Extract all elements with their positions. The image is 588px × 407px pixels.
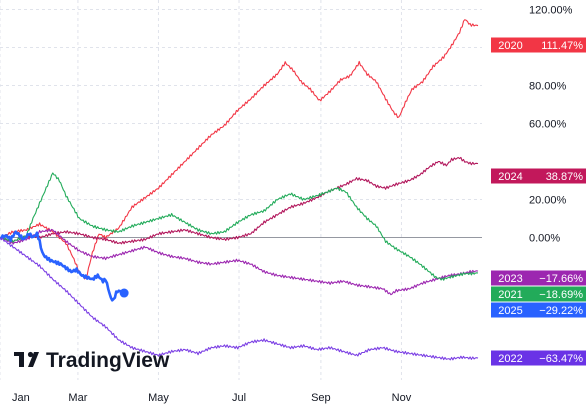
x-axis-labels: Jan Mar May Jul Sep Nov bbox=[12, 392, 412, 404]
y-tick-label: 60.00% bbox=[529, 119, 567, 131]
y-tick-label: 120.00% bbox=[529, 5, 573, 17]
series-value-tags: 2020 111.47% 2024 38.87% 2023 −17.66% 2021 −18.… bbox=[491, 37, 586, 366]
series-tag-2021: 2021 −18.69% bbox=[491, 286, 586, 302]
tag-value-label: −63.47% bbox=[539, 353, 583, 365]
series-tag-2022: 2022 −63.47% bbox=[491, 350, 586, 366]
series-tag-2025: 2025 −29.22% bbox=[491, 302, 586, 318]
series-lines bbox=[0, 19, 479, 361]
tag-year-label: 2020 bbox=[498, 40, 522, 52]
tag-value-bg bbox=[530, 168, 586, 184]
tag-value-bg bbox=[530, 302, 586, 318]
series-line-2021 bbox=[0, 172, 479, 281]
series-line-2022 bbox=[0, 237, 479, 361]
series-tag-2024: 2024 38.87% bbox=[491, 168, 586, 184]
tag-value-bg bbox=[530, 350, 586, 366]
tag-year-label: 2021 bbox=[498, 289, 522, 301]
brand-name: TradingView bbox=[46, 349, 170, 372]
tag-year-bg bbox=[491, 168, 530, 184]
y-axis-labels: 120.00%100.00%80.00%60.00%20.00%0.00% bbox=[529, 5, 573, 245]
tag-value-label: −18.69% bbox=[539, 289, 583, 301]
y-tick-label: 0.00% bbox=[529, 233, 560, 245]
series-tag-2020: 2020 111.47% bbox=[491, 37, 586, 53]
tag-value-label: −29.22% bbox=[539, 305, 583, 317]
tag-value-bg bbox=[530, 286, 586, 302]
x-tick-label: May bbox=[148, 392, 169, 404]
tag-year-bg bbox=[491, 302, 530, 318]
x-tick-label: Sep bbox=[311, 392, 331, 404]
series-line-2025 bbox=[0, 230, 126, 302]
tag-year-bg bbox=[491, 270, 530, 286]
series-line-2023 bbox=[0, 228, 479, 296]
tag-value-bg bbox=[530, 37, 586, 53]
x-tick-label: Jan bbox=[12, 392, 30, 404]
tag-year-label: 2024 bbox=[498, 171, 522, 183]
tag-value-label: 111.47% bbox=[541, 40, 583, 52]
series-endpoint-2025 bbox=[119, 288, 129, 298]
tag-year-bg bbox=[491, 350, 530, 366]
x-tick-label: Mar bbox=[68, 392, 87, 404]
series-line-2024 bbox=[0, 156, 479, 245]
tag-value-label: −17.66% bbox=[539, 273, 583, 285]
tag-year-label: 2023 bbox=[498, 273, 522, 285]
tradingview-logo[interactable]: TradingView bbox=[14, 349, 170, 372]
x-tick-label: Jul bbox=[232, 392, 246, 404]
grid-lines bbox=[0, 0, 482, 380]
tag-value-label: 38.87% bbox=[546, 171, 584, 183]
tag-year-bg bbox=[491, 37, 530, 53]
x-tick-label: Nov bbox=[392, 392, 412, 404]
tag-year-label: 2022 bbox=[498, 353, 522, 365]
series-tag-2023: 2023 −17.66% bbox=[491, 270, 586, 286]
y-tick-label: 20.00% bbox=[529, 195, 567, 207]
y-tick-label: 80.00% bbox=[529, 81, 567, 93]
tag-value-bg bbox=[530, 270, 586, 286]
tag-year-label: 2025 bbox=[498, 305, 522, 317]
tag-year-bg bbox=[491, 286, 530, 302]
tradingview-logo-icon bbox=[14, 351, 39, 367]
